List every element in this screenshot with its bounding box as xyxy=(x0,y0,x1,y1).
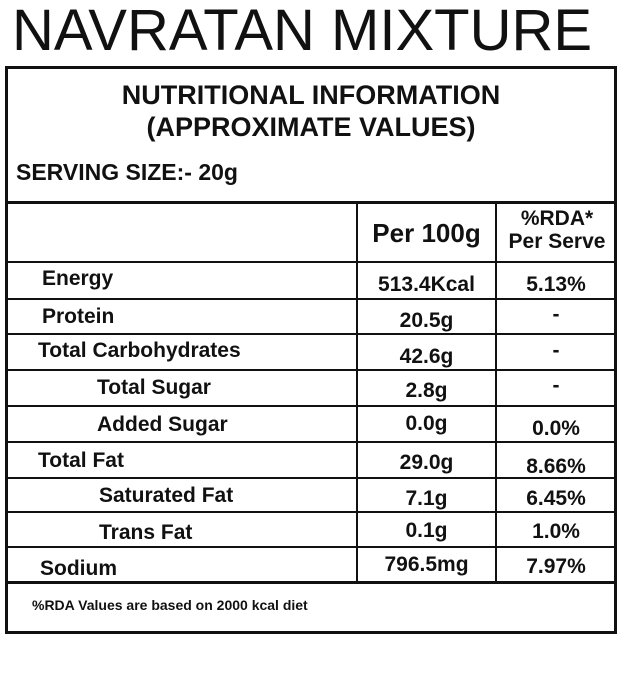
rda-value: 0.0% xyxy=(532,417,580,440)
divider xyxy=(8,546,614,548)
nutrient-name: Trans Fat xyxy=(99,521,193,544)
nutrient-name: Total Sugar xyxy=(97,376,211,399)
nutrient-name: Energy xyxy=(42,267,114,290)
per-100g-value: 20.5g xyxy=(399,309,454,332)
per-100g-value: 796.5mg xyxy=(384,553,469,576)
per-100g-value: 0.1g xyxy=(405,519,448,542)
divider xyxy=(8,261,614,263)
column-header-rda: %RDA* Per Serve xyxy=(498,207,616,253)
nutrient-name: Sodium xyxy=(40,557,117,580)
column-header-per-100g: Per 100g xyxy=(372,218,481,248)
nutrient-name: Total Fat xyxy=(38,449,124,472)
per-100g-value: 7.1g xyxy=(405,487,448,510)
product-title: NAVRATAN MIXTURE xyxy=(12,0,593,63)
per-100g-value: 2.8g xyxy=(405,379,448,402)
rda-value: - xyxy=(552,374,560,397)
per-100g-value: 513.4Kcal xyxy=(378,273,475,296)
nutrient-name: Total Carbohydrates xyxy=(38,339,241,362)
serving-size: SERVING SIZE:- 20g xyxy=(16,159,238,185)
rda-header-line-2: Per Serve xyxy=(508,230,606,253)
nutrition-heading: NUTRITIONAL INFORMATION (APPROXIMATE VAL… xyxy=(8,79,614,143)
rda-value: - xyxy=(552,339,560,362)
rda-value: 6.45% xyxy=(526,487,586,510)
rda-header-line-1: %RDA* xyxy=(520,207,594,230)
per-100g-value: 29.0g xyxy=(399,451,454,474)
rda-value: 5.13% xyxy=(526,273,586,296)
column-divider xyxy=(495,201,497,582)
per-100g-value: 0.0g xyxy=(405,412,448,435)
divider xyxy=(8,298,614,300)
rda-footnote: %RDA Values are based on 2000 kcal diet xyxy=(32,597,308,613)
divider xyxy=(8,369,614,371)
divider xyxy=(8,441,614,443)
divider xyxy=(8,201,614,204)
divider xyxy=(8,581,614,584)
rda-value: - xyxy=(552,303,560,326)
nutrition-panel: NUTRITIONAL INFORMATION (APPROXIMATE VAL… xyxy=(5,66,617,634)
heading-line-1: NUTRITIONAL INFORMATION xyxy=(121,80,501,110)
heading-line-2: (APPROXIMATE VALUES) xyxy=(146,112,476,142)
divider xyxy=(8,405,614,407)
divider xyxy=(8,333,614,335)
column-divider xyxy=(356,201,358,582)
rda-value: 1.0% xyxy=(532,520,580,543)
rda-value: 7.97% xyxy=(526,555,586,578)
nutrient-name: Protein xyxy=(42,305,115,328)
nutrient-name: Saturated Fat xyxy=(99,484,234,507)
nutrient-name: Added Sugar xyxy=(97,413,228,436)
divider xyxy=(8,477,614,479)
divider xyxy=(8,511,614,513)
per-100g-value: 42.6g xyxy=(399,345,454,368)
rda-value: 8.66% xyxy=(526,455,586,478)
